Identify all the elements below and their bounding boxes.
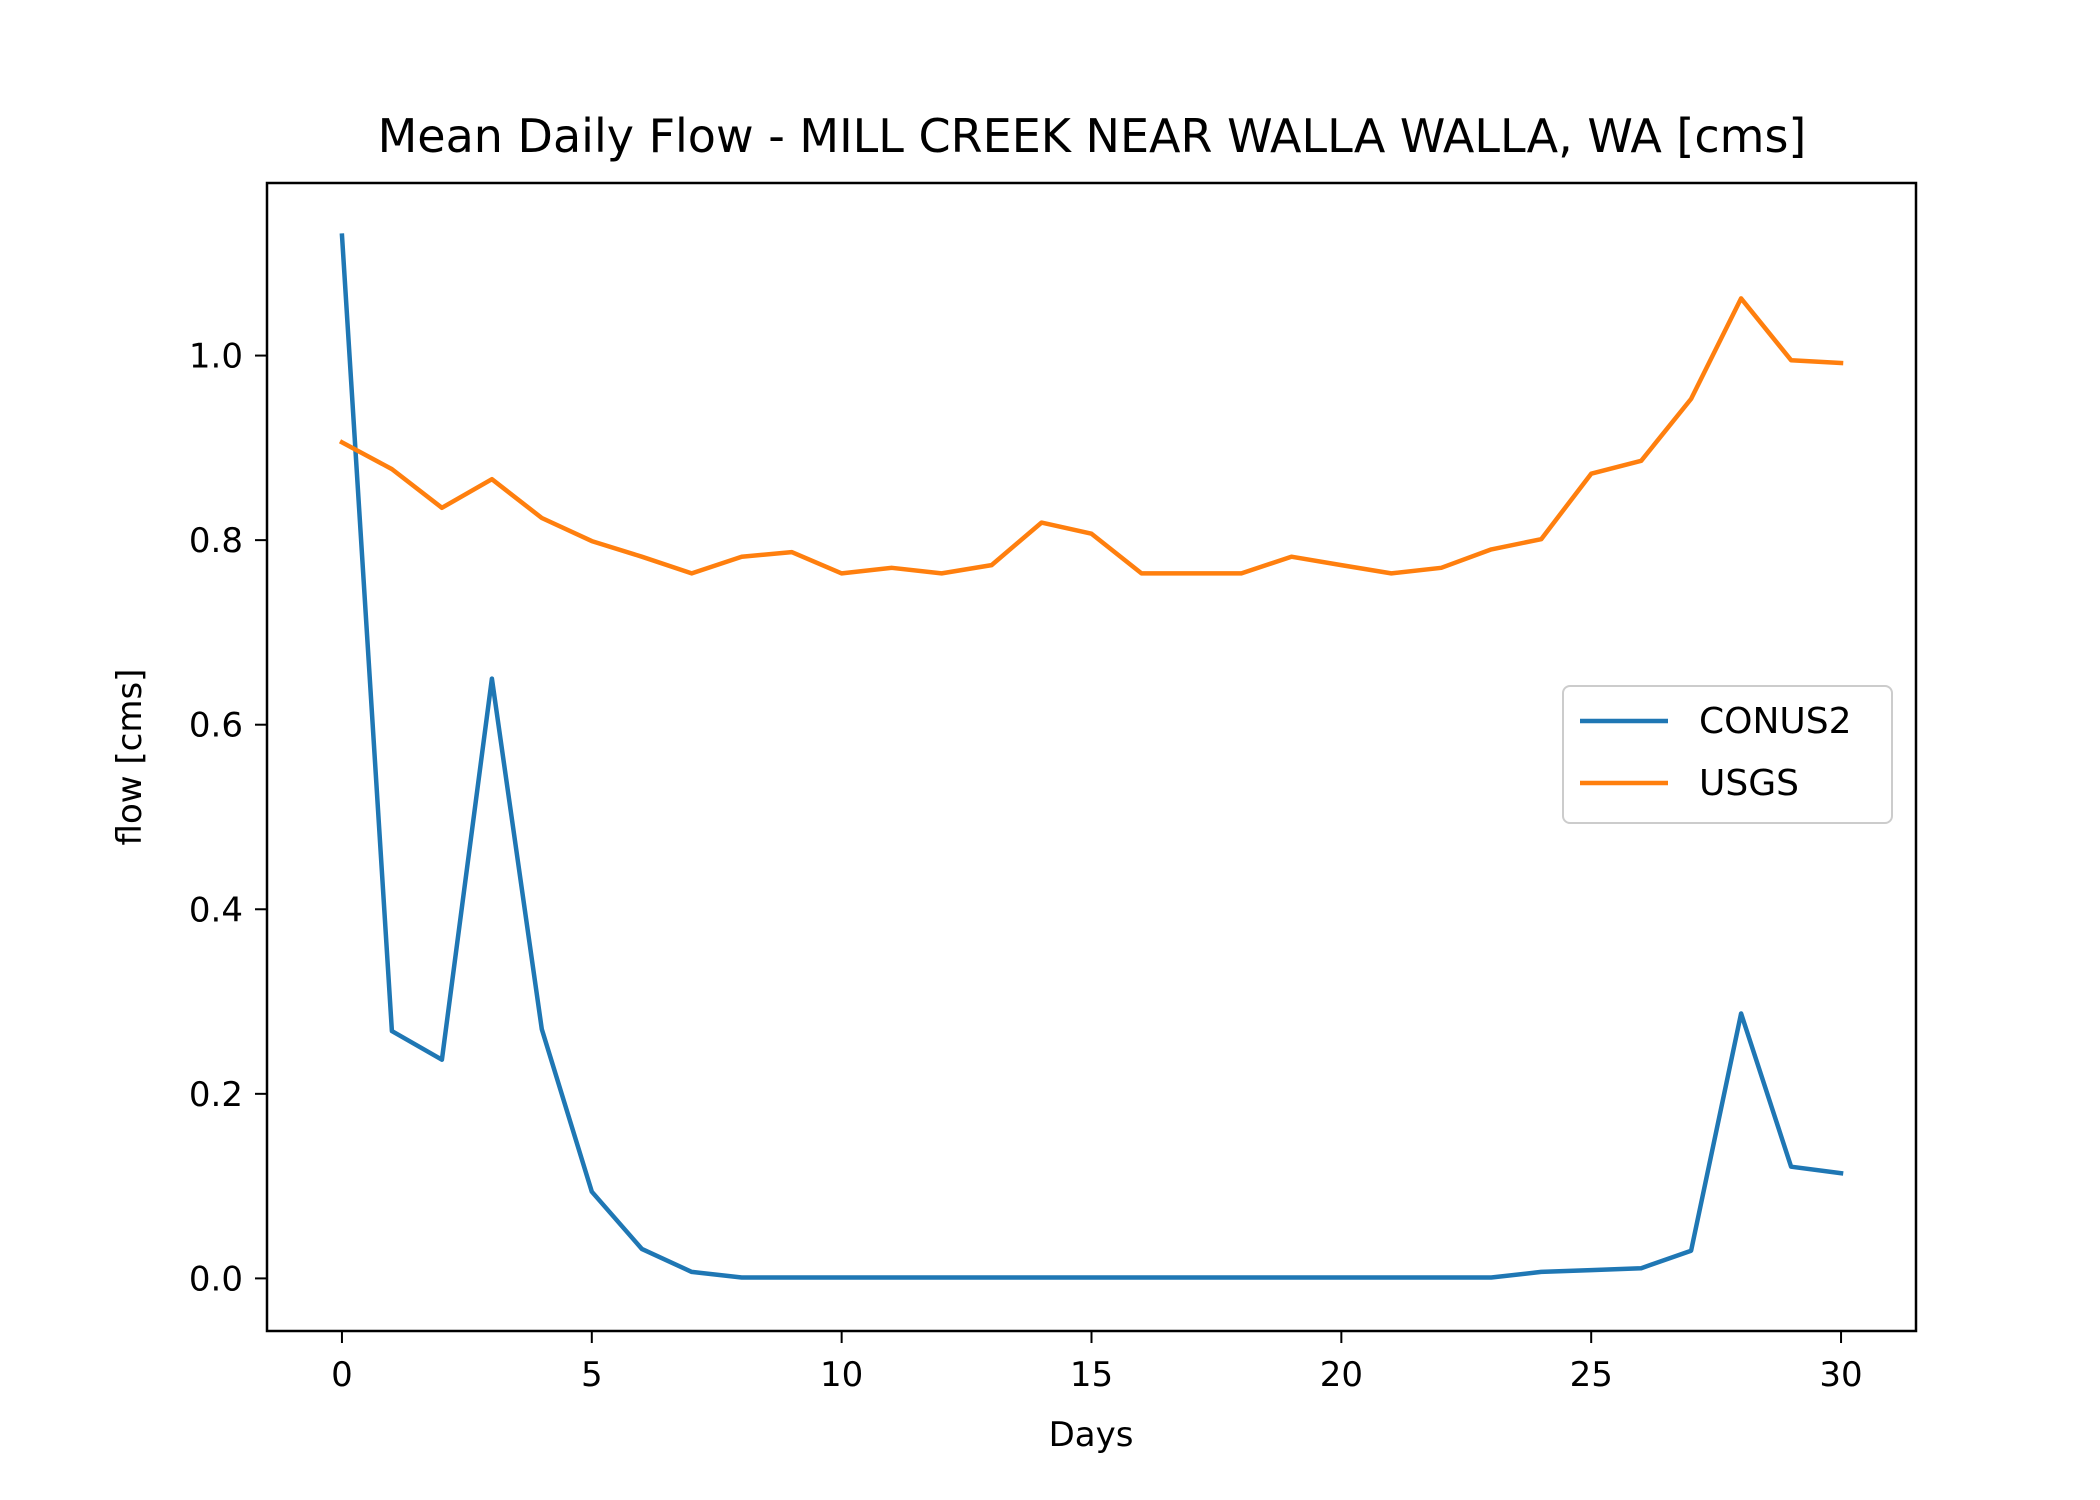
y-tick-label: 0.0 bbox=[189, 1259, 243, 1299]
y-axis-label: flow [cms] bbox=[110, 669, 150, 846]
legend-label-usgs: USGS bbox=[1699, 763, 1799, 804]
x-tick-label: 15 bbox=[1070, 1355, 1113, 1395]
x-tick-label: 0 bbox=[331, 1355, 353, 1395]
y-tick-label: 0.2 bbox=[189, 1075, 243, 1115]
x-tick-label: 20 bbox=[1320, 1355, 1363, 1395]
y-tick-label: 0.6 bbox=[189, 706, 243, 746]
x-tick-label: 5 bbox=[581, 1355, 603, 1395]
y-tick-label: 0.8 bbox=[189, 521, 243, 561]
chart-title: Mean Daily Flow - MILL CREEK NEAR WALLA … bbox=[378, 109, 1807, 163]
legend-label-conus2: CONUS2 bbox=[1699, 701, 1852, 742]
legend: CONUS2 USGS bbox=[1563, 686, 1892, 823]
x-axis-label: Days bbox=[1049, 1415, 1134, 1455]
x-tick-label: 10 bbox=[820, 1355, 863, 1395]
y-tick-label: 0.4 bbox=[189, 890, 243, 930]
x-tick-label: 25 bbox=[1570, 1355, 1613, 1395]
x-tick-label: 30 bbox=[1819, 1355, 1862, 1395]
y-tick-label: 1.0 bbox=[189, 337, 243, 377]
